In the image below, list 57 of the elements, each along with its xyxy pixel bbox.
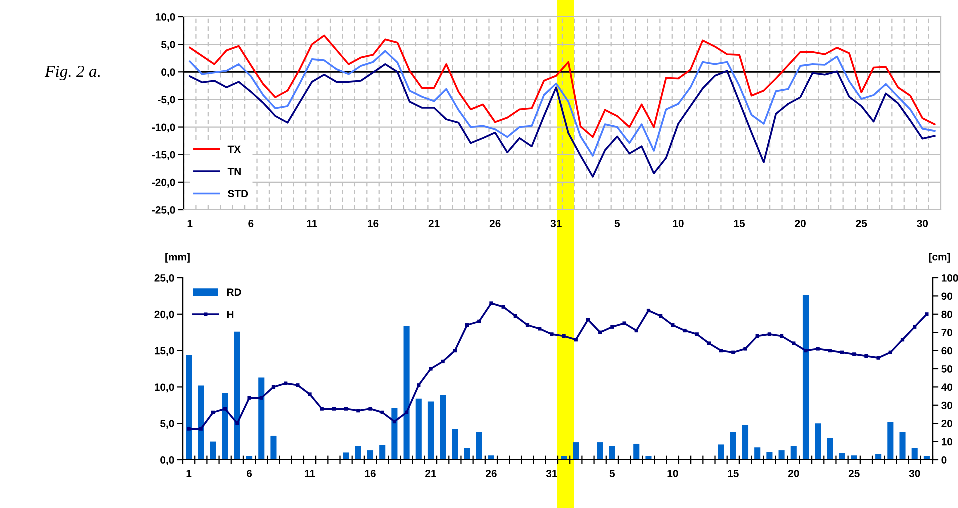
y2-tick-label: 10: [942, 438, 952, 446]
x-tick-label: 16: [368, 220, 379, 228]
x-tick-label: 10: [673, 220, 684, 228]
y-tick-label: -5,0: [158, 96, 176, 106]
y2-tick-label: 90: [942, 292, 952, 300]
y2-tick-label: 60: [942, 347, 952, 355]
x-tick-label: 30: [909, 470, 920, 478]
y2-tick-label: 80: [942, 310, 952, 318]
x-tick-label: 5: [610, 470, 616, 478]
x-tick-label: 10: [668, 470, 678, 478]
legend-label: RD: [227, 288, 242, 296]
y-tick-label: -25,0: [152, 206, 176, 216]
x-tick-label: 6: [247, 470, 252, 478]
x-tick-label: 21: [426, 470, 436, 478]
y-tick-label: 10,0: [155, 384, 174, 393]
x-tick-label: 30: [917, 220, 928, 228]
y-tick-label: 25,0: [154, 274, 174, 284]
y2-tick-label: 20: [942, 420, 952, 428]
legend-label: STD: [228, 190, 248, 198]
x-tick-label: 26: [490, 220, 501, 228]
x-tick-label: 26: [486, 470, 497, 478]
caption: Fig. 2 a.: [44, 66, 100, 81]
y-tick-label: -15,0: [152, 151, 176, 160]
y-tick-label: 5,0: [160, 420, 174, 429]
x-tick-label: 5: [614, 220, 620, 228]
y-tick-label: 15,0: [155, 347, 174, 356]
x-tick-label: 20: [795, 220, 806, 228]
x-tick-label: 15: [728, 470, 739, 478]
x-tick-label: 21: [428, 220, 440, 228]
legend-label: H: [227, 311, 234, 318]
y2-tick-label: 30: [942, 402, 952, 410]
y2-tick-label: 70: [942, 329, 952, 336]
y2-tick-label: 100: [942, 274, 958, 282]
legend-label: TX: [228, 146, 241, 153]
x-tick-label: 25: [856, 220, 868, 228]
y-tick-label: 0,0: [160, 456, 174, 466]
y2-tick-label: 0: [942, 456, 947, 464]
y2-tick-label: 50: [942, 366, 952, 373]
x-tick-label: 1: [188, 220, 193, 228]
x-tick-label: 25: [848, 470, 860, 478]
y-tick-label: 0,0: [162, 68, 176, 78]
y-tick-label: 5,0: [162, 41, 176, 50]
y-tick-label: -10,0: [152, 124, 176, 133]
x-tick-label: 1: [186, 470, 192, 478]
x-tick-label: 6: [248, 220, 254, 228]
y-tick-label: -20,0: [152, 178, 176, 188]
x-tick-label: 11: [305, 470, 316, 478]
y-tick-label: 10,0: [156, 14, 176, 22]
x-tick-label: 11: [307, 220, 318, 228]
y-tick-label: 20,0: [154, 310, 174, 320]
x-tick-label: 16: [365, 470, 376, 478]
legend-label: TN: [228, 168, 241, 176]
x-tick-label: 20: [788, 470, 800, 478]
x-tick-label: 15: [734, 220, 746, 228]
y2-tick-label: 40: [941, 384, 952, 392]
y-axis-title: [mm]: [166, 253, 190, 263]
y2-axis-title: [cm]: [929, 253, 950, 263]
